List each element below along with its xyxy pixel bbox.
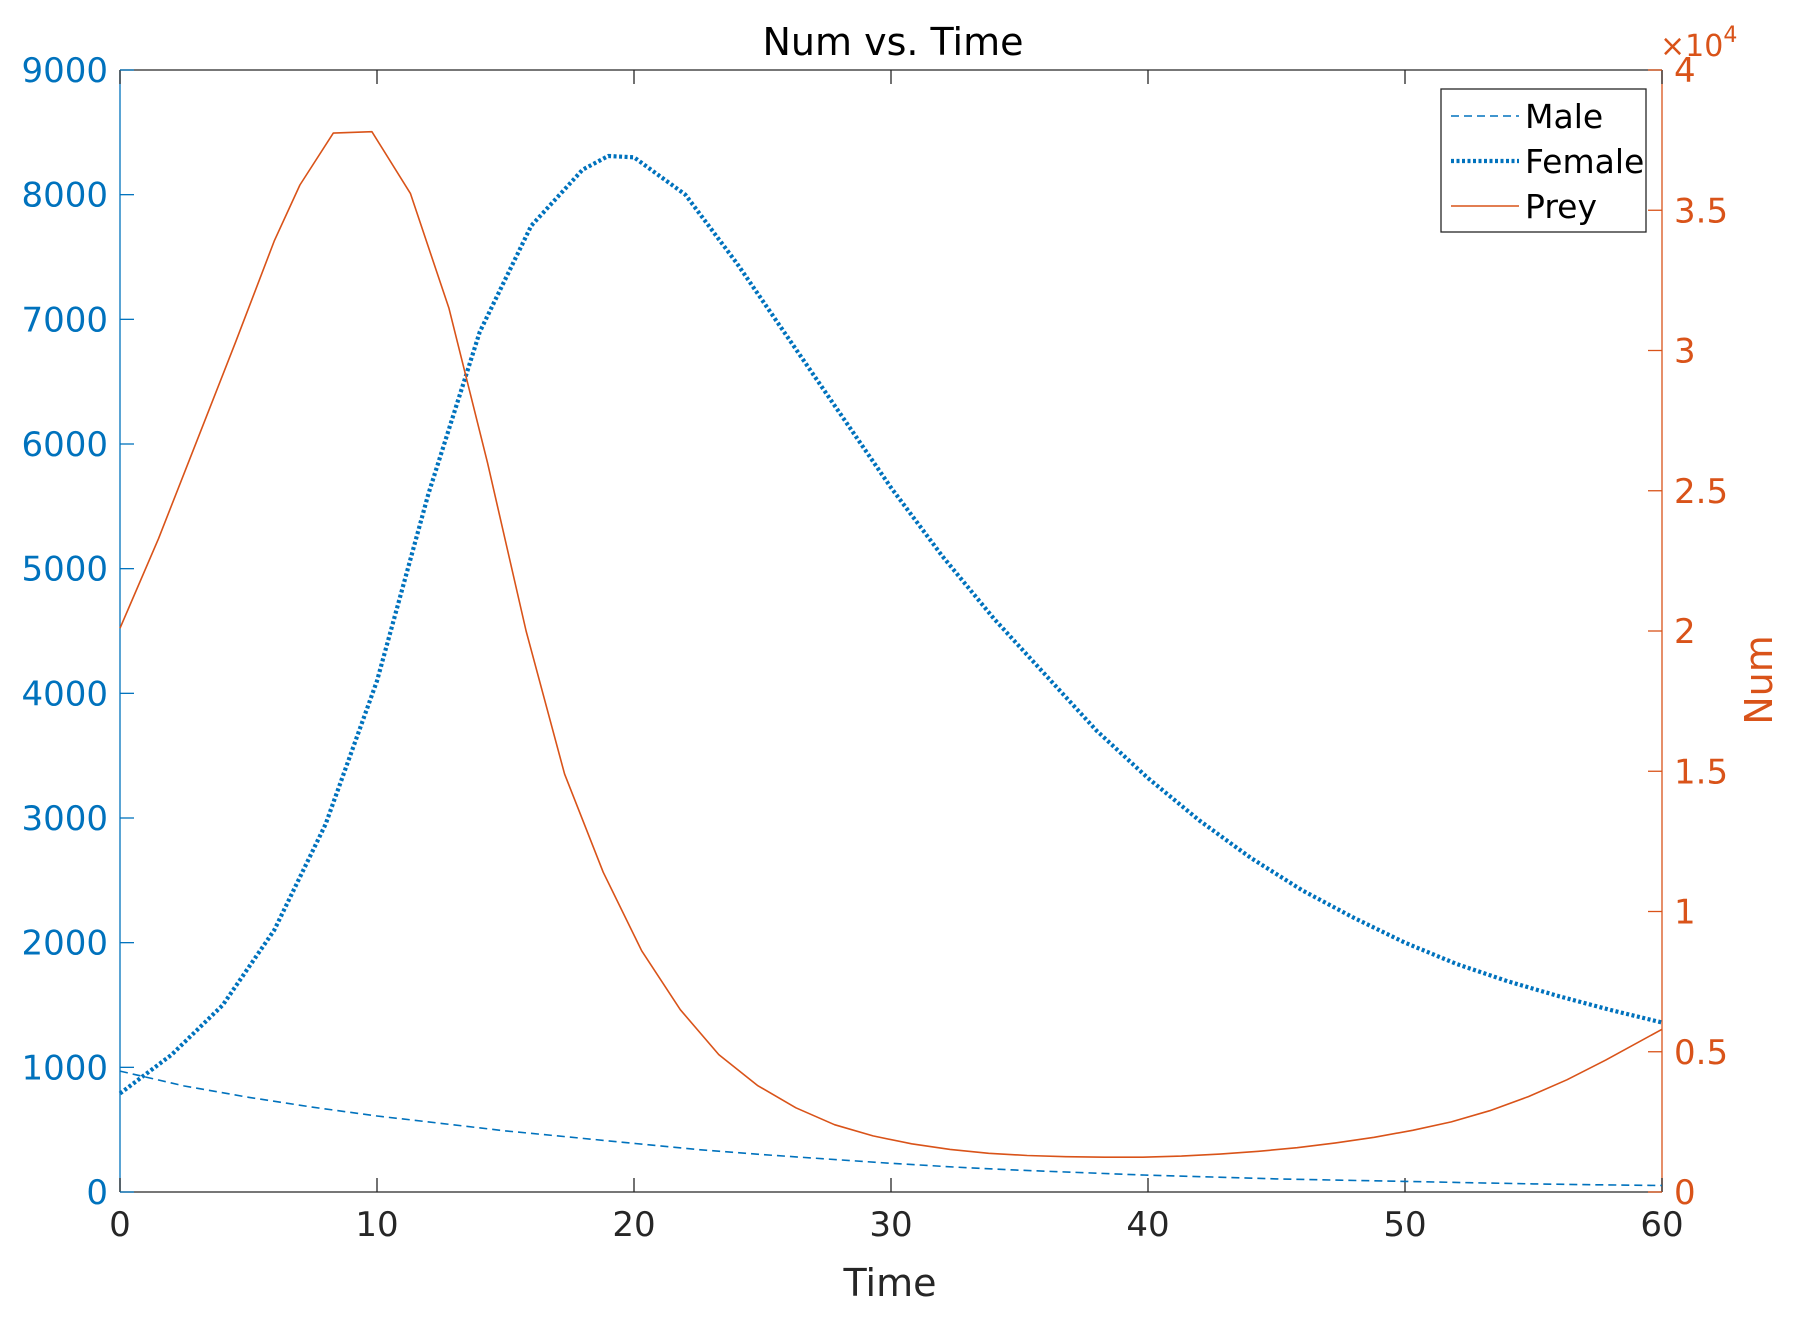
right-y-tick-label: 2.5 — [1674, 472, 1728, 512]
x-tick-label: 40 — [1126, 1205, 1169, 1245]
legend-label-prey: Prey — [1525, 187, 1597, 226]
x-tick-label: 0 — [109, 1205, 131, 1245]
right-axis-exponent-base: ×10 — [1660, 29, 1723, 64]
x-tick-label: 60 — [1640, 1205, 1683, 1245]
right-y-tick-label: 2 — [1674, 612, 1696, 652]
right-axis-label: Num — [1737, 635, 1781, 725]
right-y-tick-label: 0.5 — [1674, 1033, 1728, 1073]
right-y-tick-label: 3.5 — [1674, 191, 1728, 231]
x-axis-label: Time — [843, 1261, 937, 1305]
x-tick-label: 30 — [869, 1205, 912, 1245]
right-axis-exponent: ×104 — [1660, 23, 1737, 64]
series-line-female — [118, 153, 1663, 1096]
legend: Male Female Prey — [1440, 88, 1647, 233]
x-tick-label: 20 — [612, 1205, 655, 1245]
left-y-tick-label: 1000 — [21, 1048, 108, 1088]
chart-title: Num vs. Time — [762, 20, 1023, 64]
left-y-tick-label: 4000 — [21, 674, 108, 714]
right-y-tick-label: 3 — [1674, 332, 1696, 372]
legend-label-male: Male — [1525, 97, 1603, 136]
left-y-tick-label: 6000 — [21, 425, 108, 465]
right-y-tick-label: 1 — [1674, 893, 1696, 933]
left-y-tick-label: 5000 — [21, 550, 108, 590]
right-y-tick-label: 4 — [1674, 51, 1696, 91]
left-y-tick-label: 7000 — [21, 300, 108, 340]
x-tick-label: 50 — [1383, 1205, 1426, 1245]
left-y-tick-label: 3000 — [21, 799, 108, 839]
legend-label-female: Female — [1525, 142, 1644, 181]
right-y-tick-label: 1.5 — [1674, 752, 1728, 792]
x-tick-label: 10 — [355, 1205, 398, 1245]
plot-area: 0 10 20 30 40 50 60010002000300040005000600070… — [21, 51, 1728, 1245]
left-y-tick-label: 9000 — [21, 51, 108, 91]
right-y-tick-label: 0 — [1674, 1173, 1696, 1213]
left-y-tick-label: 8000 — [21, 176, 108, 216]
series-line-male — [119, 1070, 1663, 1187]
series-line-prey — [119, 130, 1663, 1158]
right-axis-exponent-power: 4 — [1723, 23, 1737, 48]
left-y-tick-label: 2000 — [21, 924, 108, 964]
left-y-tick-label: 0 — [86, 1173, 108, 1213]
